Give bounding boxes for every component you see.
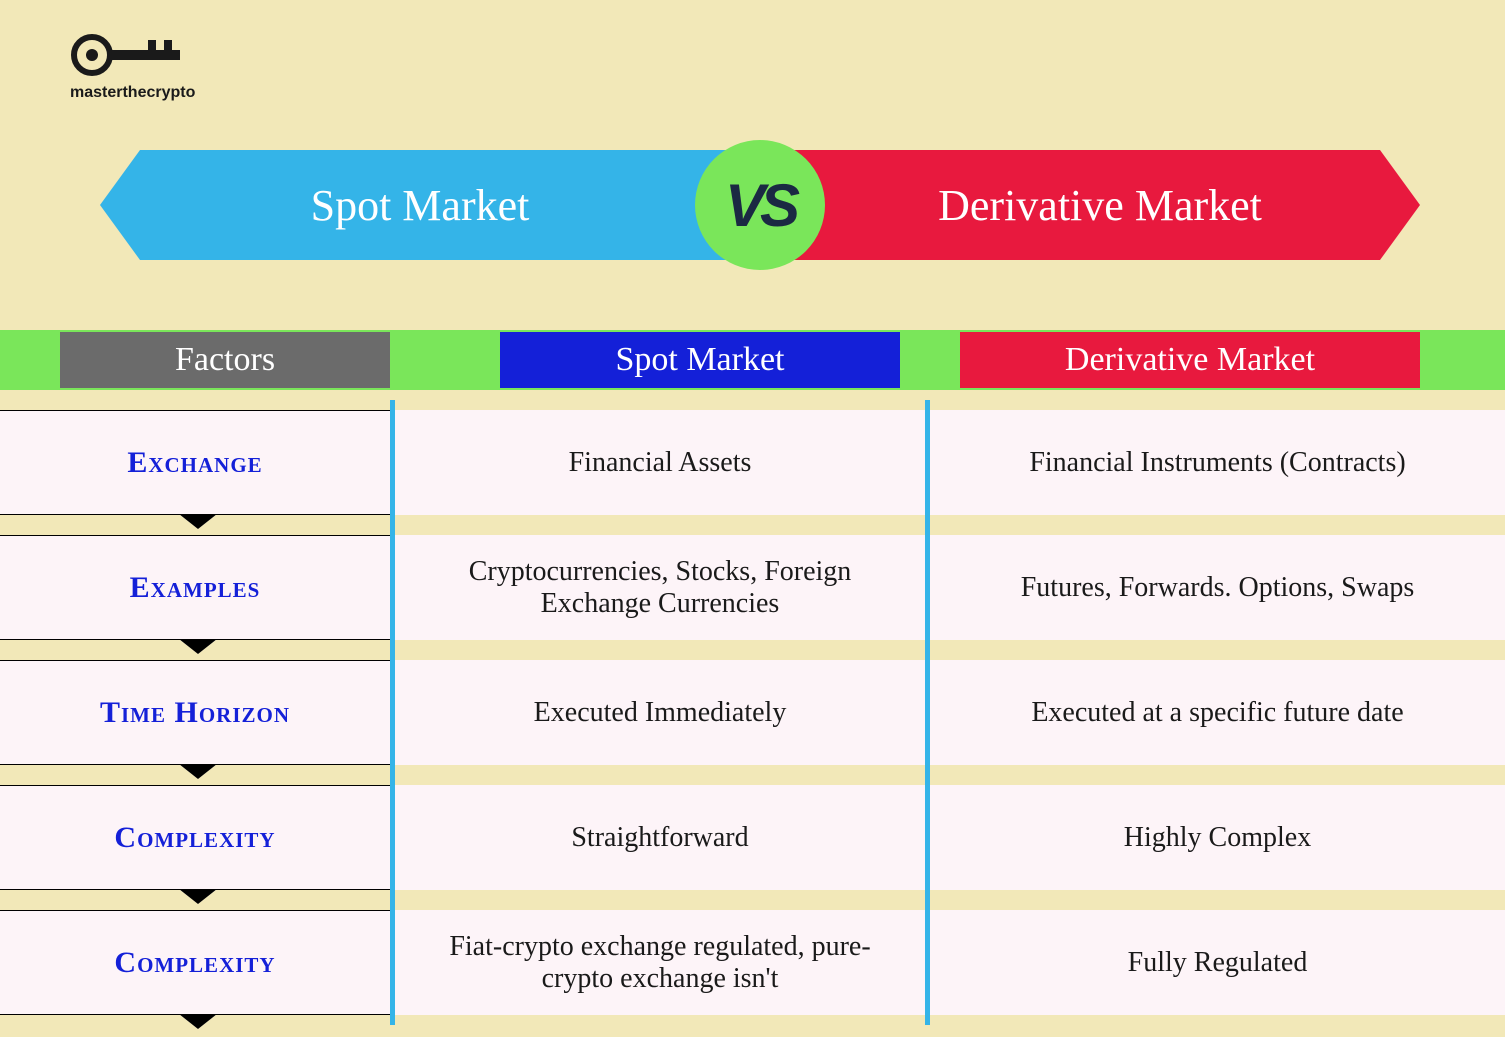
factor-label: Complexity: [0, 910, 390, 1015]
header-factors: Factors: [60, 332, 390, 388]
vs-circle: VS: [695, 140, 825, 270]
vs-banner: Spot Market Derivative Market VS: [140, 150, 1380, 260]
header-spot: Spot Market: [500, 332, 900, 388]
derivative-value: Executed at a specific future date: [930, 660, 1505, 765]
key-icon: [70, 30, 190, 80]
spot-value: Fiat-crypto exchange regulated, pure-cry…: [395, 910, 925, 1015]
spot-value: Executed Immediately: [395, 660, 925, 765]
factor-label: Exchange: [0, 410, 390, 515]
factor-label: Examples: [0, 535, 390, 640]
factor-label: Complexity: [0, 785, 390, 890]
notch-icon: [180, 765, 216, 779]
spot-value: Financial Assets: [395, 410, 925, 515]
factor-label: Time Horizon: [0, 660, 390, 765]
banner-right: Derivative Market: [760, 150, 1380, 260]
notch-icon: [180, 515, 216, 529]
banner-left: Spot Market: [140, 150, 760, 260]
spot-value: Straightforward: [395, 785, 925, 890]
derivative-value: Fully Regulated: [930, 910, 1505, 1015]
notch-icon: [180, 890, 216, 904]
logo-text: masterthecrypto: [70, 84, 195, 102]
table-row: Complexity Straightforward Highly Comple…: [0, 785, 1505, 890]
table-header-strip: Factors Spot Market Derivative Market: [0, 330, 1505, 390]
table-row: Examples Cryptocurrencies, Stocks, Forei…: [0, 535, 1505, 640]
table-row: Complexity Fiat-crypto exchange regulate…: [0, 910, 1505, 1015]
notch-icon: [180, 1015, 216, 1029]
header-derivative: Derivative Market: [960, 332, 1420, 388]
derivative-value: Futures, Forwards. Options, Swaps: [930, 535, 1505, 640]
vs-icon: VS: [725, 171, 795, 240]
notch-icon: [180, 640, 216, 654]
logo: masterthecrypto: [70, 30, 195, 102]
derivative-value: Financial Instruments (Contracts): [930, 410, 1505, 515]
comparison-table: Exchange Financial Assets Financial Inst…: [0, 410, 1505, 1035]
derivative-value: Highly Complex: [930, 785, 1505, 890]
spot-value: Cryptocurrencies, Stocks, Foreign Exchan…: [395, 535, 925, 640]
table-row: Exchange Financial Assets Financial Inst…: [0, 410, 1505, 515]
table-row: Time Horizon Executed Immediately Execut…: [0, 660, 1505, 765]
